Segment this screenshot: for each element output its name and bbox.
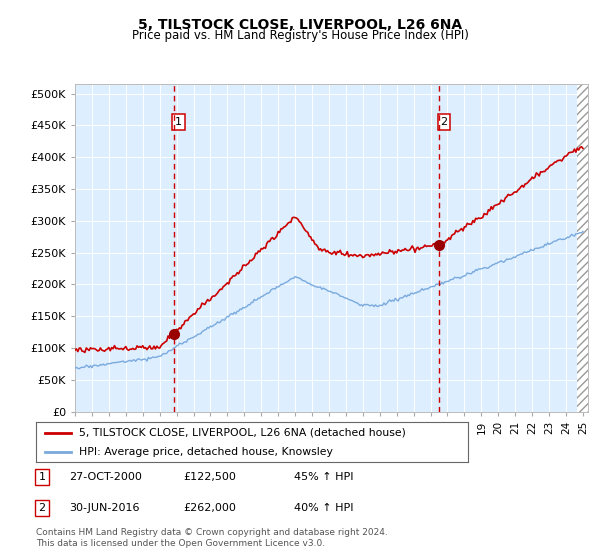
Text: Price paid vs. HM Land Registry's House Price Index (HPI): Price paid vs. HM Land Registry's House … <box>131 29 469 42</box>
Text: 1: 1 <box>38 472 46 482</box>
Text: 45% ↑ HPI: 45% ↑ HPI <box>294 472 353 482</box>
Text: Contains HM Land Registry data © Crown copyright and database right 2024.
This d: Contains HM Land Registry data © Crown c… <box>36 528 388 548</box>
Text: 1: 1 <box>175 117 182 127</box>
Text: HPI: Average price, detached house, Knowsley: HPI: Average price, detached house, Know… <box>79 447 333 457</box>
Text: 5, TILSTOCK CLOSE, LIVERPOOL, L26 6NA (detached house): 5, TILSTOCK CLOSE, LIVERPOOL, L26 6NA (d… <box>79 428 406 438</box>
Text: £122,500: £122,500 <box>183 472 236 482</box>
Text: 2: 2 <box>38 503 46 513</box>
Text: 27-OCT-2000: 27-OCT-2000 <box>69 472 142 482</box>
Bar <box>577 84 588 412</box>
Text: 30-JUN-2016: 30-JUN-2016 <box>69 503 139 513</box>
Text: 2: 2 <box>440 117 448 127</box>
Text: 40% ↑ HPI: 40% ↑ HPI <box>294 503 353 513</box>
Text: 5, TILSTOCK CLOSE, LIVERPOOL, L26 6NA: 5, TILSTOCK CLOSE, LIVERPOOL, L26 6NA <box>138 18 462 32</box>
Text: £262,000: £262,000 <box>183 503 236 513</box>
